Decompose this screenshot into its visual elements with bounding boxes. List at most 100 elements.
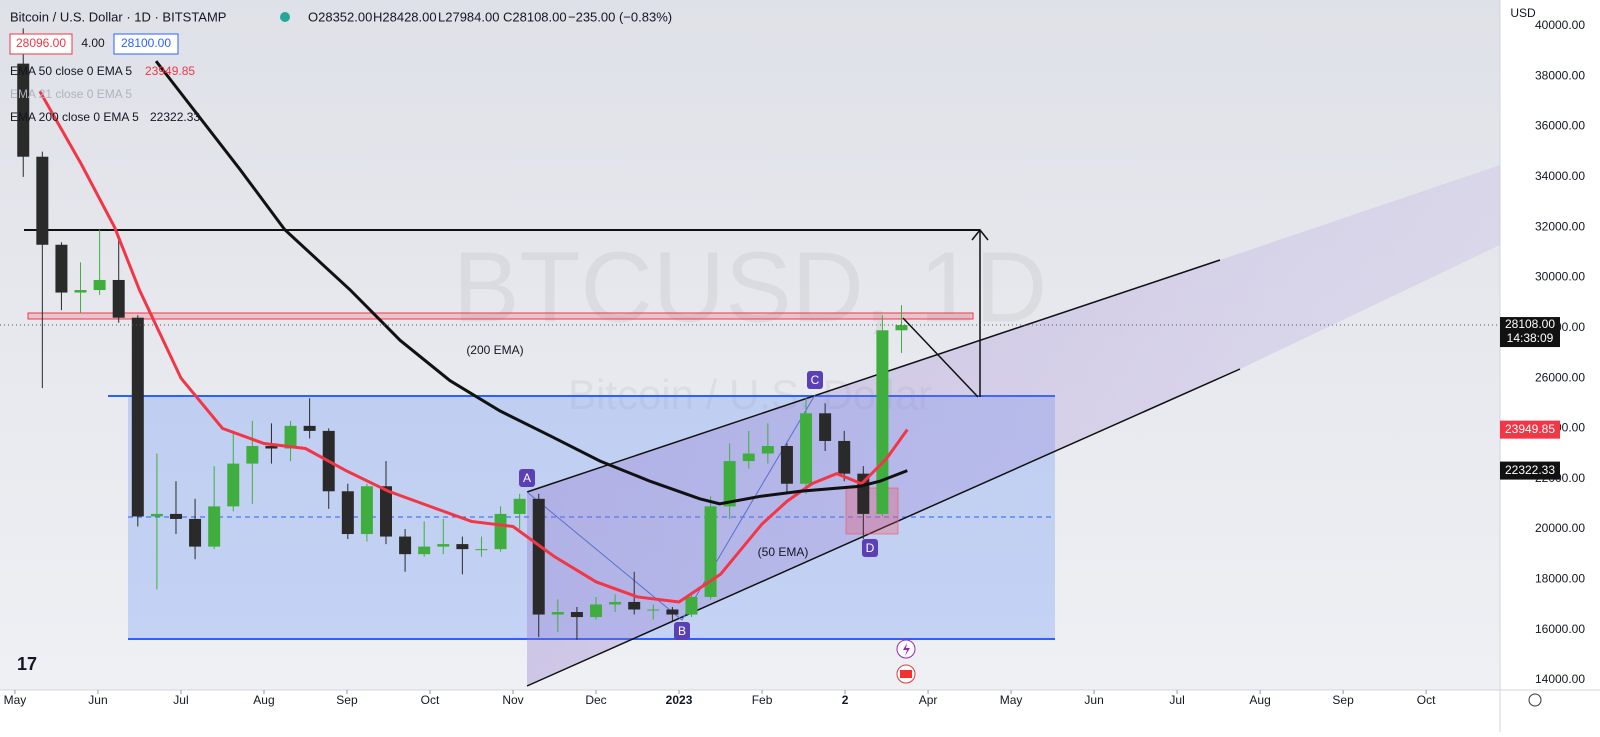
measure-line — [902, 317, 979, 398]
candle-body — [379, 486, 392, 537]
x-tick-label: Jul — [1169, 693, 1184, 707]
x-tick-label: Apr — [919, 693, 938, 707]
candle-body — [723, 461, 736, 507]
x-tick-label: Oct — [1417, 693, 1436, 707]
highlight-box — [845, 487, 899, 535]
candle-body — [112, 279, 125, 318]
x-tick-label: May — [4, 693, 27, 707]
candle-body — [590, 604, 603, 618]
candle-body — [131, 317, 144, 517]
ohlc: −235.00 (−0.83%) — [568, 9, 672, 24]
x-tick-label: Sep — [336, 693, 358, 707]
y-tick-label: 30000.00 — [1535, 270, 1585, 284]
header: Bitcoin / U.S. Dollar · 1D · BITSTAMP O2… — [9, 6, 1542, 707]
bid-box[interactable] — [9, 33, 73, 55]
candle-body — [36, 156, 49, 245]
candle-body — [341, 491, 354, 535]
ohlc: L27984.00 — [438, 9, 499, 24]
ema-line — [154, 60, 908, 506]
candle-body — [437, 544, 450, 547]
resistance-zone — [27, 312, 974, 320]
annotations: (200 EMA) (50 EMA) A B C D 17 — [17, 343, 916, 684]
candle-body — [475, 549, 488, 551]
x-tick-label: Jun — [88, 693, 107, 707]
event-icon — [903, 643, 910, 656]
candle-body — [17, 63, 30, 157]
ohlc: H28428.00 — [373, 9, 437, 24]
annotation: (200 EMA) — [466, 343, 523, 357]
candle-body — [360, 486, 373, 535]
candle-body — [74, 290, 87, 293]
candle-body — [800, 413, 813, 484]
candle-body — [284, 425, 297, 449]
point-badge — [674, 622, 690, 640]
price-tag — [1500, 317, 1560, 348]
currency[interactable]: USD — [1510, 6, 1536, 20]
candle-body — [246, 445, 259, 464]
candle-body — [551, 612, 564, 615]
candle-body — [685, 596, 698, 615]
ask-box[interactable] — [113, 33, 179, 55]
time-axis-background — [0, 690, 1500, 732]
price-tag — [1500, 420, 1560, 439]
legend-value: 23949.85 — [145, 64, 195, 78]
y-tick-label: 36000.00 — [1535, 119, 1585, 133]
countdown: 14:38:09 — [1507, 331, 1554, 345]
candle-body — [169, 513, 182, 519]
candle-body — [150, 513, 163, 517]
status-dot — [280, 12, 290, 22]
candle-body — [208, 506, 221, 547]
x-tick-label: 2023 — [666, 693, 693, 707]
x-tick-label: Oct — [421, 693, 440, 707]
point-badge — [862, 539, 878, 557]
drawings — [24, 165, 1500, 687]
y-tick-label: 34000.00 — [1535, 169, 1585, 183]
y-tick-label: 26000.00 — [1535, 370, 1585, 384]
candle-body — [456, 544, 469, 550]
candle-body — [55, 244, 68, 293]
candle-body — [780, 445, 793, 484]
x-tick-label: Jun — [1084, 693, 1103, 707]
y-tick-label: 32000.00 — [1535, 219, 1585, 233]
legend-entry: EMA 200 close 0 EMA 5 — [10, 110, 139, 124]
y-tick-label: 40000.00 — [1535, 18, 1585, 32]
candle-body — [570, 612, 583, 618]
candle-body — [742, 453, 755, 462]
logo: 17 — [17, 654, 37, 674]
channel-lower — [526, 368, 1241, 687]
x-tick-label: Dec — [585, 693, 606, 707]
bid: 28096.00 — [16, 36, 66, 50]
legend-entry: EMA 21 close 0 EMA 5 — [10, 87, 132, 101]
x-tick-label: Aug — [253, 693, 274, 707]
settings-icon[interactable] — [1528, 693, 1542, 707]
price-axis-background — [1500, 0, 1600, 732]
x-tick-label: Aug — [1249, 693, 1270, 707]
watermark: BTCUSD, 1D — [453, 231, 1048, 343]
x-tick-label: May — [1000, 693, 1023, 707]
candle-body — [303, 425, 316, 431]
y-tick-label: 14000.00 — [1535, 672, 1585, 686]
candle-body — [895, 325, 908, 331]
price-tag-label: 28108.00 — [1505, 317, 1555, 331]
annotation: (50 EMA) — [758, 545, 809, 559]
candle-body — [838, 440, 851, 474]
candle-body — [265, 445, 278, 449]
channel-upper — [526, 259, 1221, 493]
ask: 28100.00 — [121, 36, 171, 50]
candle-body — [418, 546, 431, 555]
point-badge — [519, 469, 535, 487]
candle-body — [876, 330, 889, 514]
legend-entry: EMA 50 close 0 EMA 5 — [10, 64, 132, 78]
spread: 4.00 — [81, 36, 105, 50]
candle-body — [227, 463, 240, 507]
price-tag-label: 23949.85 — [1505, 422, 1555, 436]
abc-line — [526, 394, 816, 621]
candle-body — [513, 498, 526, 514]
point-label: B — [678, 624, 686, 638]
legend-value: 22322.33 — [150, 110, 200, 124]
point-badge — [807, 371, 823, 389]
y-tick-label: 16000.00 — [1535, 622, 1585, 636]
marks — [17, 28, 909, 640]
